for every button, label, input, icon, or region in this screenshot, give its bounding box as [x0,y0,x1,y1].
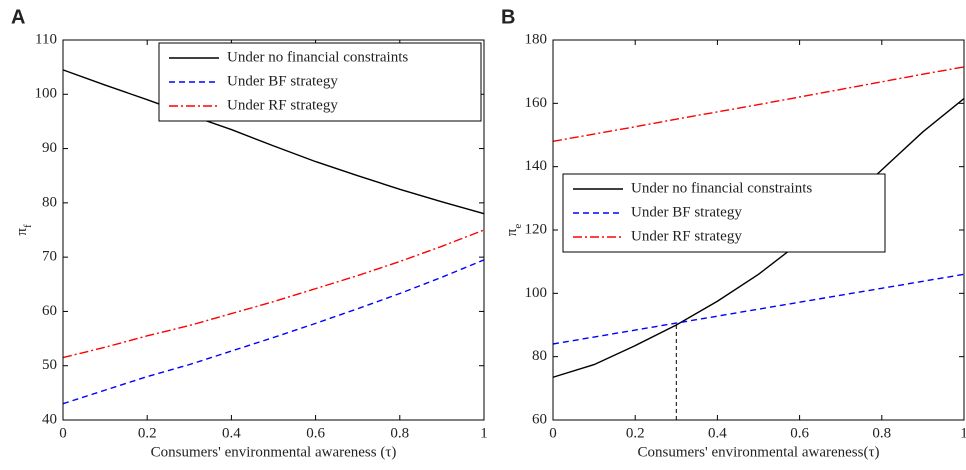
x-tick-label: 0.2 [138,425,157,441]
x-tick-label: 0.4 [222,425,241,441]
x-tick-label: 0 [549,425,557,441]
panel-label: A [11,6,25,28]
legend-box [562,173,886,253]
x-tick-label: 0.8 [872,425,891,441]
y-axis-symbol: π [14,228,30,236]
legend-label: Under RF strategy [227,97,338,113]
series-line [62,229,485,359]
y-tick-label: 120 [525,221,548,237]
y-tick-label: 50 [42,357,57,373]
y-tick-label: 180 [525,31,548,47]
y-tick-label: 40 [42,411,57,427]
plot-frame [552,39,965,421]
y-axis-subscript: e [512,224,524,229]
legend-label: Under no financial constraints [631,180,812,196]
y-tick-label: 140 [525,158,548,174]
plot-frame [62,39,485,421]
x-tick-label: 0.6 [790,425,809,441]
y-axis-label: πf [14,224,33,236]
legend-label: Under BF strategy [631,204,742,220]
y-tick-label: 70 [42,249,57,265]
y-tick-label: 160 [525,95,548,111]
series-line [552,273,965,345]
y-tick-label: 90 [42,140,57,156]
series-line [62,259,485,405]
x-tick-label: 0.4 [708,425,727,441]
x-tick-label: 1 [960,425,966,441]
y-axis-subscript: f [22,224,34,228]
x-tick-label: 0 [59,425,67,441]
y-tick-label: 60 [42,303,57,319]
series-line [62,69,485,215]
series-line [552,66,965,143]
y-tick-label: 100 [525,285,548,301]
y-tick-label: 80 [532,348,547,364]
x-axis-label: Consumers' environmental awareness (τ) [151,444,397,460]
y-tick-label: 60 [532,411,547,427]
y-tick-label: 100 [35,86,58,102]
legend-label: Under RF strategy [631,228,742,244]
series-line [552,98,965,378]
x-tick-label: 0.8 [390,425,409,441]
x-axis-label: Consumers' environmental awareness(τ) [638,444,880,460]
legend-label: Under no financial constraints [227,49,408,65]
x-tick-label: 1 [480,425,488,441]
y-axis-label: πe [504,224,523,237]
x-tick-label: 0.2 [626,425,645,441]
y-axis-symbol: π [504,228,520,236]
x-tick-label: 0.6 [306,425,325,441]
panel-label: B [501,6,515,28]
y-tick-label: 80 [42,194,57,210]
y-tick-label: 110 [35,31,57,47]
legend-label: Under BF strategy [227,73,338,89]
